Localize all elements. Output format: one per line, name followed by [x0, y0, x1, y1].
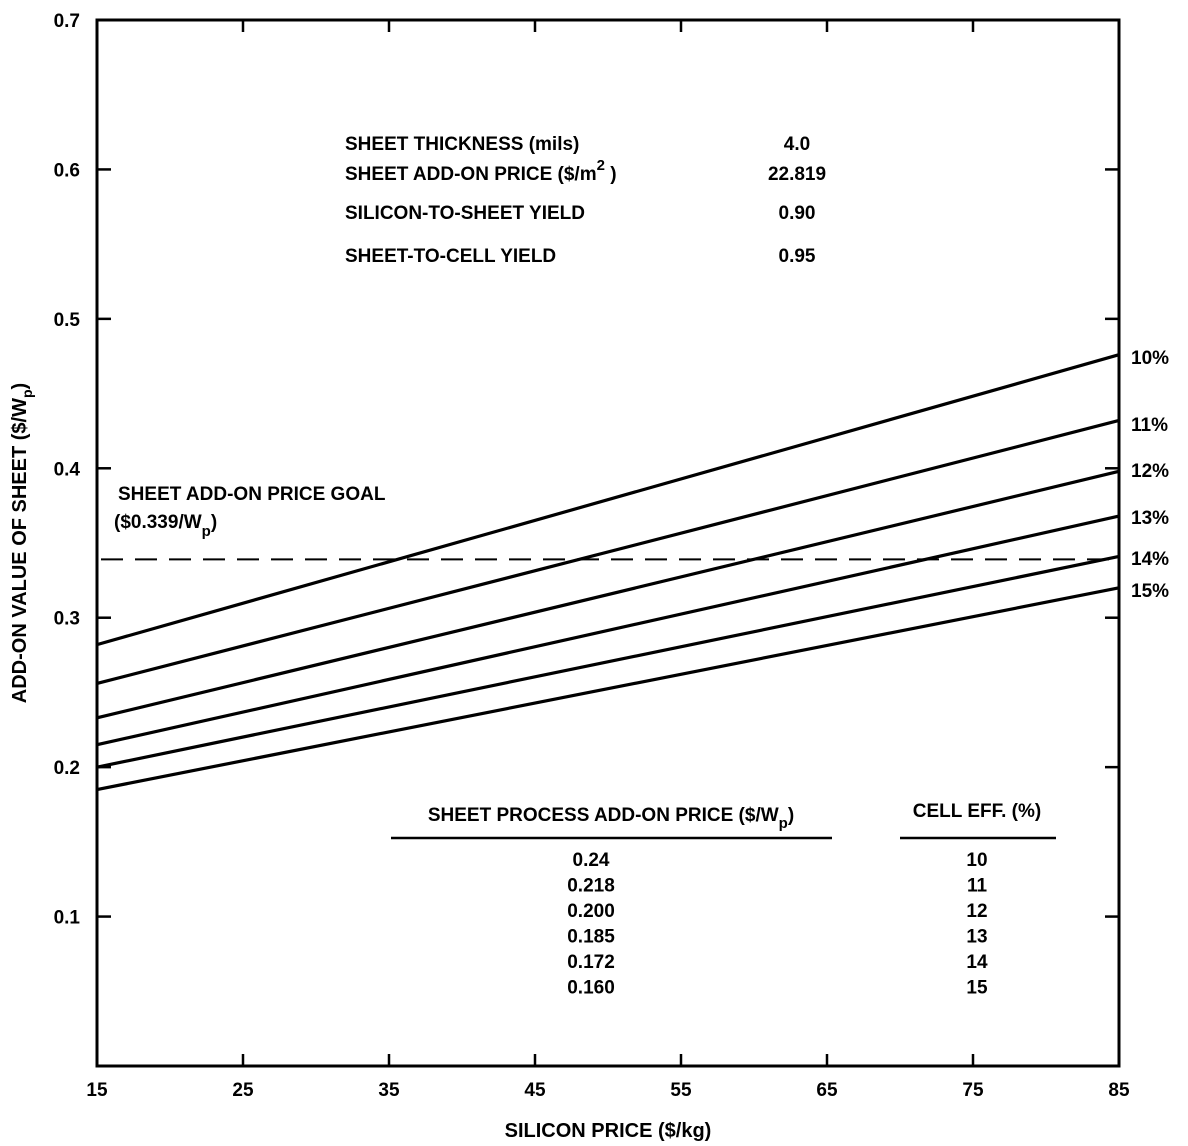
table-cell-price: 0.160: [567, 978, 615, 999]
parameter-label: SHEET-TO-CELL YIELD: [345, 246, 556, 267]
parameter-label-main: SILICON-TO-SHEET YIELD: [345, 203, 585, 224]
parameter-value: 22.819: [768, 164, 826, 185]
table-cell-eff: 12: [966, 901, 987, 922]
parameter-label: SHEET THICKNESS (mils): [345, 134, 579, 155]
goal-label-line2-sub: p: [202, 523, 211, 540]
y-tick-label: 0.6: [54, 160, 80, 181]
x-tick-label: 75: [962, 1080, 984, 1101]
series-labels: 10% 11% 12% 13% 14% 15%: [1131, 348, 1169, 602]
x-tick-label: 55: [670, 1080, 692, 1101]
parameter-value: 0.90: [779, 203, 816, 224]
y-tick-label: 0.3: [54, 609, 80, 630]
table-header-price-main: SHEET PROCESS ADD-ON PRICE ($/W: [428, 805, 779, 826]
table-cell-eff: 10: [966, 850, 987, 871]
goal-label-line1: SHEET ADD-ON PRICE GOAL: [118, 484, 386, 505]
x-tick-label: 35: [378, 1080, 400, 1101]
parameter-label: SHEET ADD-ON PRICE ($/m2 ): [345, 157, 617, 185]
parameter-value: 0.95: [779, 246, 816, 267]
series-label-12pct: 12%: [1131, 461, 1169, 482]
series-label-15pct: 15%: [1131, 581, 1169, 602]
series-label-10pct: 10%: [1131, 348, 1169, 369]
y-tick-label: 0.1: [54, 908, 81, 929]
table-cell-price: 0.185: [567, 927, 615, 948]
y-tick-label: 0.4: [54, 459, 81, 480]
x-tick-label: 65: [816, 1080, 838, 1101]
x-tick-label: 15: [86, 1080, 108, 1101]
parameter-label-main: SHEET ADD-ON PRICE ($/m: [345, 164, 597, 185]
plot-frame: [95, 18, 1121, 1068]
series-lines: [96, 353, 1120, 792]
parameter-label-main: SHEET THICKNESS (mils): [345, 134, 579, 155]
table-cell-eff: 11: [967, 876, 988, 897]
series-label-14pct: 14%: [1131, 549, 1169, 570]
table-cell-price: 0.200: [567, 901, 615, 922]
parameter-value: 4.0: [784, 134, 810, 155]
parameter-label-end: ): [605, 164, 617, 185]
x-axis-ticks: 15 25 35 45 55 65 75 85: [86, 20, 1130, 1101]
y-axis-title-end: ): [9, 383, 31, 390]
goal-label-line2-end: ): [211, 512, 217, 533]
y-axis-title: ADD-ON VALUE OF SHEET ($/Wp): [9, 383, 35, 703]
y-axis-ticks: 0.1 0.2 0.3 0.4 0.5 0.6 0.7: [54, 11, 1119, 929]
goal-label-line2: ($0.339/Wp): [114, 512, 217, 540]
x-tick-label: 85: [1108, 1080, 1130, 1101]
parameter-label-main: SHEET-TO-CELL YIELD: [345, 246, 556, 267]
table-cell-price: 0.172: [567, 952, 615, 973]
table-cell-eff: 14: [966, 952, 988, 973]
table-cell-eff: 15: [966, 978, 988, 999]
y-tick-label: 0.2: [54, 758, 80, 779]
parameter-block: SHEET THICKNESS (mils) 4.0 SHEET ADD-ON PR…: [345, 134, 826, 267]
parameter-label-sup: 2: [597, 157, 605, 174]
series-line-11pct: [96, 418, 1120, 686]
efficiency-table: SHEET PROCESS ADD-ON PRICE ($/Wp) CELL E…: [391, 801, 1056, 999]
table-header-eff: CELL EFF. (%): [913, 801, 1041, 822]
table-cell-eff: 13: [966, 927, 987, 948]
x-tick-label: 45: [524, 1080, 546, 1101]
x-axis-title: SILICON PRICE ($/kg): [505, 1120, 712, 1142]
parameter-label: SILICON-TO-SHEET YIELD: [345, 203, 585, 224]
series-line-10pct: [96, 353, 1120, 647]
goal-label-line2-main: ($0.339/W: [114, 512, 202, 533]
series-line-14pct: [96, 554, 1120, 769]
y-tick-label: 0.5: [54, 310, 81, 331]
y-axis-title-sub: p: [19, 389, 35, 398]
table-header-price-sub: p: [779, 815, 788, 832]
series-label-13pct: 13%: [1131, 508, 1169, 529]
table-header-price: SHEET PROCESS ADD-ON PRICE ($/Wp): [428, 805, 794, 832]
table-header-price-end: ): [788, 805, 794, 826]
series-line-13pct: [96, 514, 1120, 747]
y-tick-label: 0.7: [54, 11, 80, 32]
table-cell-price: 0.24: [573, 850, 610, 871]
table-cell-price: 0.218: [567, 876, 615, 897]
y-axis-title-main: ADD-ON VALUE OF SHEET ($/W: [9, 398, 31, 703]
series-line-12pct: [96, 469, 1120, 720]
x-tick-label: 25: [232, 1080, 254, 1101]
series-label-11pct: 11%: [1131, 415, 1168, 436]
series-line-15pct: [96, 586, 1120, 792]
